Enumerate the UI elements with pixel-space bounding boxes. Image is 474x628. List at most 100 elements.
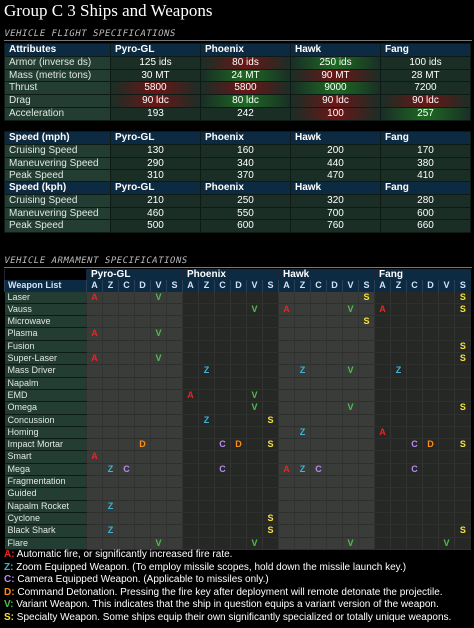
empty-cell [134,414,151,427]
empty-cell [262,463,279,477]
capability-letter-header: Z [102,280,119,292]
weapon-row: Vauss V A V A S [4,303,471,317]
empty-cell [134,303,151,317]
empty-cell [230,340,247,354]
empty-cell [406,315,423,329]
capability-mark: C [214,438,231,452]
empty-cell [454,426,471,440]
capability-mark: C [406,463,423,477]
empty-cell [278,327,295,341]
empty-cell [310,438,327,452]
empty-cell [150,401,167,415]
empty-cell [118,352,135,366]
legend-text: Automatic fire, or significantly increas… [14,549,233,560]
empty-cell [134,512,151,526]
empty-cell [134,352,151,366]
empty-cell [118,487,135,501]
empty-cell [438,426,455,440]
empty-cell [326,512,343,526]
empty-cell [278,315,295,329]
empty-cell [374,450,391,464]
empty-cell [182,340,199,354]
value-cell: 193 [110,106,201,121]
empty-cell [406,291,423,304]
empty-cell [86,537,103,550]
empty-cell [214,291,231,304]
value-cell: 310 [110,169,201,184]
empty-cell [326,500,343,513]
empty-cell [438,327,455,341]
empty-cell [150,524,167,538]
capability-mark: S [454,340,471,354]
capability-mark: C [118,463,135,477]
empty-cell [246,487,263,501]
empty-cell [326,377,343,390]
legend-key: S: [4,611,14,623]
empty-cell [422,291,439,304]
empty-cell [246,475,263,489]
capability-mark: C [406,438,423,452]
ship-column-header: Fang [380,181,471,195]
empty-cell [326,487,343,501]
empty-cell [310,450,327,464]
armament-section-heading: VEHICLE ARMAMENT SPECIFICATIONS [2,256,189,266]
empty-cell [118,364,135,378]
legend-item: V: Variant Weapon. This indicates that t… [4,599,472,612]
capability-mark: A [278,463,295,477]
empty-cell [165,512,183,526]
capability-mark: S [454,303,471,317]
empty-cell [310,327,327,341]
ship-column-header: Fang [380,131,471,145]
empty-cell [214,377,231,390]
empty-cell [342,315,359,329]
attributes-table: Attributes Pyro-GL Phoenix Hawk Fang Armor (i… [4,43,471,121]
table-header-row: Attributes Pyro-GL Phoenix Hawk Fang [4,43,471,57]
empty-cell [118,401,135,415]
value-cell: 660 [380,219,471,234]
empty-cell [422,352,439,366]
empty-cell [422,537,439,550]
empty-cell [294,475,311,489]
value-cell: 90 ldc [380,94,471,108]
empty-cell [86,315,103,329]
empty-cell [374,401,391,415]
empty-cell [310,487,327,501]
empty-cell [150,512,167,526]
empty-cell [198,450,215,464]
empty-cell [150,438,167,452]
empty-cell [182,500,199,513]
empty-cell [374,524,391,538]
empty-cell [86,340,103,354]
empty-cell [150,463,167,477]
empty-cell [422,315,439,329]
value-cell: 250 ids [290,55,381,70]
empty-cell [214,500,231,513]
empty-cell [326,364,343,378]
empty-cell [422,377,439,390]
empty-cell [406,500,423,513]
empty-cell [358,500,375,513]
empty-cell [182,426,199,440]
empty-cell [422,524,439,538]
empty-cell [182,537,199,550]
empty-cell [198,291,215,304]
capability-mark: D [422,438,439,452]
value-cell: 410 [380,169,471,184]
empty-cell [374,512,391,526]
empty-cell [262,315,279,329]
capability-mark: S [262,524,279,538]
empty-cell [454,475,471,489]
empty-cell [165,524,183,538]
empty-cell [150,303,167,317]
row-label: Peak Speed [4,169,111,184]
empty-cell [326,315,343,329]
value-cell: 500 [110,219,201,234]
legend-text: Variant Weapon. This indicates that the … [13,599,439,611]
empty-cell [454,537,471,550]
empty-cell [374,327,391,341]
ship-column-header: Phoenix [200,181,291,195]
empty-cell [262,340,279,354]
ship-column-header: Hawk [290,43,381,57]
empty-cell [246,438,263,452]
weapon-name: Vauss [4,303,87,317]
